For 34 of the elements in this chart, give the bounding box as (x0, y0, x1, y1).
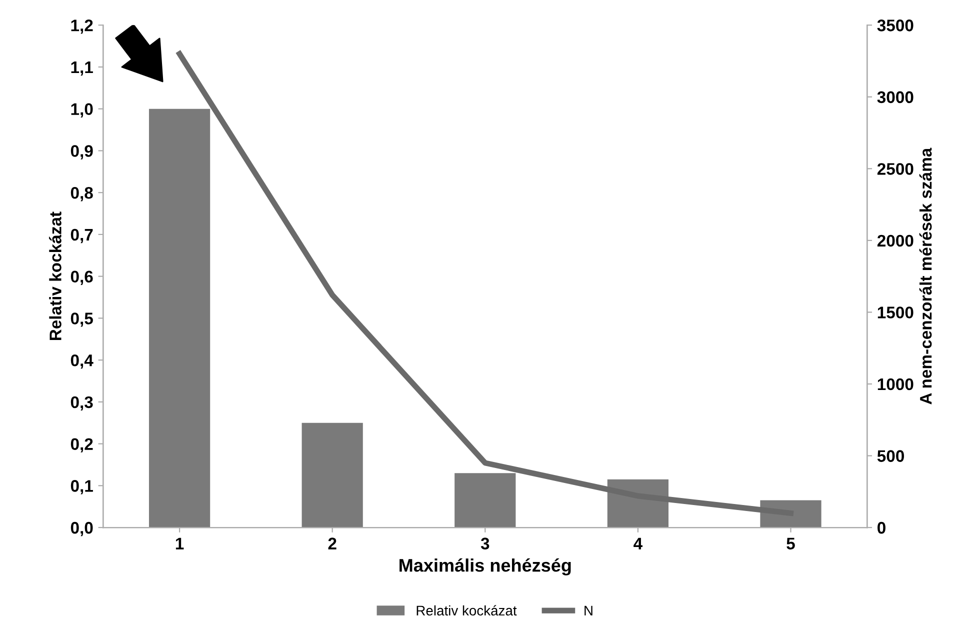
y-tick-label: 1,2 (71, 20, 93, 34)
y-tick-label: 0,9 (70, 145, 93, 160)
y2-axis-title: A nem-cenzorált mérések száma (919, 148, 932, 404)
x-axis-title: Maximális nehézség (400, 558, 571, 576)
y2-tick-label: 2500 (877, 163, 914, 175)
y-tick-label: 0,5 (70, 312, 93, 327)
y2-tick-label: 0 (878, 522, 886, 534)
y-tick-label: 0,7 (70, 228, 93, 244)
x-tick-label: 2 (328, 538, 336, 550)
x-tick-label: 4 (634, 538, 642, 550)
x-tick-label: 1 (176, 538, 184, 550)
bar (148, 108, 210, 528)
y2-tick-label: 3500 (877, 20, 914, 32)
y-tick-label: 1,0 (71, 103, 93, 118)
y-tick-label: 0,1 (70, 480, 93, 494)
y2-tick-label: 500 (877, 450, 904, 462)
y2-tick-label: 1500 (878, 306, 914, 318)
x-tick-label: 5 (786, 538, 795, 550)
y2-tick-label: 3000 (877, 91, 914, 104)
x-tick-label: 3 (480, 538, 490, 550)
y-tick-label: 0,8 (70, 186, 93, 202)
y-tick-label: 1,1 (71, 62, 93, 76)
y-axis-title: Relativ kockázat (49, 212, 62, 340)
y-tick-label: 0,0 (70, 522, 93, 536)
bar (302, 422, 363, 528)
y2-tick-label: 1000 (878, 378, 914, 390)
y-tick-label: 0,6 (70, 270, 93, 285)
legend-label: Relativ kockázat (416, 605, 517, 616)
legend-label: N (584, 606, 592, 616)
y-tick-label: 0,2 (70, 438, 93, 452)
bar (454, 473, 516, 528)
y-tick-label: 0,3 (70, 396, 93, 411)
y-tick-label: 0,4 (70, 354, 94, 369)
y2-tick-label: 2000 (877, 234, 914, 247)
